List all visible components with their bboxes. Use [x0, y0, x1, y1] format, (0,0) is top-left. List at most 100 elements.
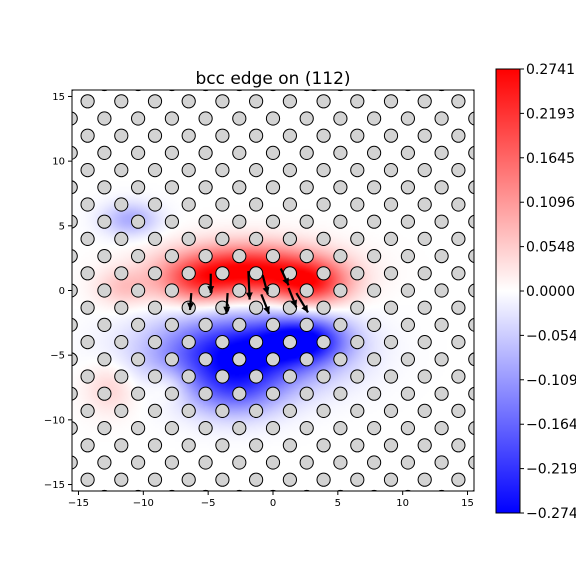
- atom-marker: [333, 421, 348, 436]
- atom-marker: [299, 249, 314, 264]
- atom-marker: [198, 386, 213, 401]
- atom-marker: [114, 94, 129, 109]
- atom-marker: [299, 455, 314, 470]
- atom-marker: [367, 317, 382, 332]
- atom-marker: [215, 163, 230, 178]
- atom-marker: [232, 352, 247, 367]
- atom-marker: [299, 214, 314, 229]
- atom-marker: [350, 128, 365, 143]
- atom-marker: [97, 180, 112, 195]
- x-tick-label: 5: [335, 498, 341, 509]
- colorbar: 0.2741 0.2193 0.1645 0.1096 0.0548 0.0000 −0.0…: [495, 62, 576, 522]
- atom-marker: [383, 300, 399, 315]
- atom-marker: [114, 438, 129, 453]
- atom-marker: [468, 455, 474, 470]
- colorbar-tick-label: −0.0548: [526, 328, 576, 344]
- atom-marker: [282, 438, 297, 453]
- atom-marker: [198, 145, 213, 160]
- atom-marker: [72, 455, 78, 470]
- atom-marker: [316, 128, 331, 143]
- atom-marker: [417, 472, 432, 487]
- atom-marker: [417, 231, 432, 246]
- atom-marker: [198, 214, 213, 229]
- atom-marker: [316, 472, 331, 487]
- atom-marker: [164, 455, 179, 470]
- atom-marker: [249, 438, 264, 453]
- atom-marker: [72, 180, 78, 195]
- atom-marker: [282, 403, 297, 418]
- atom-marker: [437, 90, 446, 92]
- atom-marker: [147, 438, 163, 453]
- y-tick-label: 10: [52, 157, 65, 168]
- atom-marker: [80, 231, 95, 246]
- atom-marker: [168, 90, 176, 92]
- atom-marker: [350, 335, 365, 350]
- atom-marker: [299, 180, 314, 195]
- atom-marker: [97, 111, 112, 126]
- atom-marker: [164, 145, 179, 160]
- atom-marker: [164, 283, 179, 298]
- atom-marker: [72, 283, 78, 298]
- atom-marker: [451, 94, 466, 109]
- atom-marker: [451, 369, 466, 384]
- atom-marker: [215, 335, 230, 350]
- atom-marker: [80, 266, 95, 281]
- atom-marker: [97, 317, 112, 332]
- atom-marker: [333, 386, 348, 401]
- atom-marker: [147, 266, 163, 281]
- atom-marker: [400, 214, 415, 229]
- atom-marker: [265, 180, 281, 195]
- atom-marker: [468, 145, 474, 160]
- atom-marker: [350, 300, 365, 315]
- atom-marker: [333, 145, 348, 160]
- atom-marker: [434, 317, 449, 332]
- atom-marker: [215, 438, 230, 453]
- atom-marker: [400, 352, 415, 367]
- atom-marker: [181, 403, 196, 418]
- atom-marker: [232, 421, 247, 436]
- atom-marker: [249, 369, 264, 384]
- atom-marker: [215, 231, 230, 246]
- atom-marker: [147, 197, 163, 212]
- atom-marker: [80, 94, 95, 109]
- atom-marker: [114, 403, 129, 418]
- atom-marker: [265, 249, 281, 264]
- atom-marker: [249, 231, 264, 246]
- atom-marker: [451, 163, 466, 178]
- atom-marker: [299, 317, 314, 332]
- atom-marker: [164, 249, 179, 264]
- atom-marker: [434, 214, 449, 229]
- atom-marker: [451, 335, 466, 350]
- atom-marker: [265, 455, 281, 470]
- atom-marker: [265, 421, 281, 436]
- colorbar-tick-label: −0.1096: [526, 373, 576, 389]
- atom-marker: [350, 163, 365, 178]
- atom-marker: [131, 111, 146, 126]
- atom-marker: [333, 249, 348, 264]
- atom-marker: [80, 403, 95, 418]
- colorbar-tick-label: −0.2193: [526, 462, 576, 478]
- atom-marker: [131, 317, 146, 332]
- atom-marker: [249, 266, 264, 281]
- atom-marker: [249, 128, 264, 143]
- atom-marker: [451, 472, 466, 487]
- atom-marker: [316, 369, 331, 384]
- atom-marker: [97, 352, 112, 367]
- atom-marker: [249, 403, 264, 418]
- atom-marker: [434, 386, 449, 401]
- atom-marker: [434, 352, 449, 367]
- atom-marker: [72, 214, 78, 229]
- atom-marker: [80, 438, 95, 453]
- atom-marker: [434, 421, 449, 436]
- atom-marker: [265, 145, 281, 160]
- atom-marker: [434, 111, 449, 126]
- atom-marker: [198, 421, 213, 436]
- atom-marker: [114, 163, 129, 178]
- atom-marker: [333, 352, 348, 367]
- atom-marker: [147, 403, 163, 418]
- atom-marker: [468, 386, 474, 401]
- y-tick-label: −15: [44, 480, 65, 491]
- x-tick-label: −5: [201, 498, 216, 509]
- atom-marker: [232, 180, 247, 195]
- atom-marker: [468, 249, 474, 264]
